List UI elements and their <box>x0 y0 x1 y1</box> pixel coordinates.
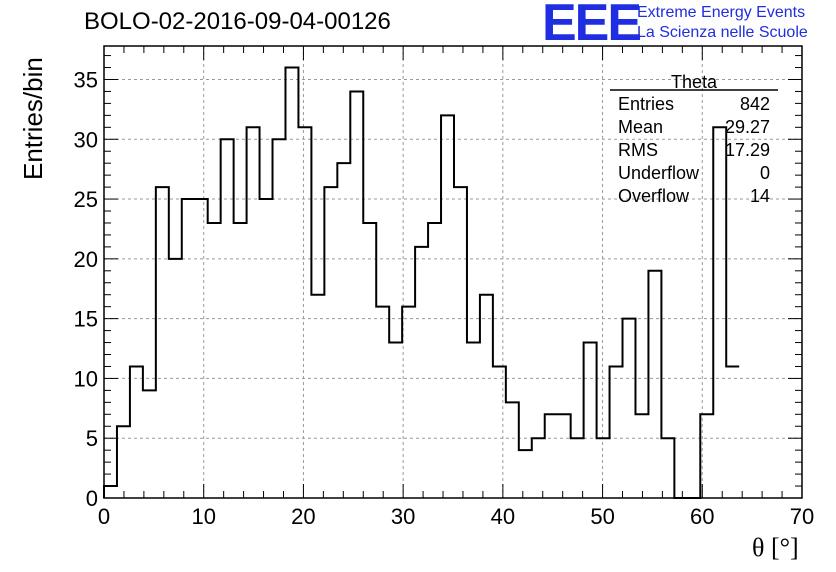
stats-row-label: Underflow <box>618 163 700 183</box>
x-tick-label: 50 <box>590 504 614 529</box>
x-axis-label: θ [°] <box>752 533 799 562</box>
x-tick-label: 60 <box>690 504 714 529</box>
y-tick-label: 10 <box>74 366 98 391</box>
stats-title: Theta <box>671 72 718 92</box>
x-tick-label: 10 <box>191 504 215 529</box>
stats-row-value: 17.29 <box>725 140 770 160</box>
y-tick-label: 20 <box>74 247 98 272</box>
stats-row-label: Overflow <box>618 186 690 206</box>
stats-row-value: 29.27 <box>725 117 770 137</box>
stats-row-value: 14 <box>750 186 770 206</box>
stats-row-label: Entries <box>618 94 674 114</box>
x-tick-label: 70 <box>790 504 814 529</box>
y-tick-label: 5 <box>86 426 98 451</box>
stats-row-value: 0 <box>760 163 770 183</box>
y-tick-label: 15 <box>74 307 98 332</box>
logo-subtitle-line2: La Scienza nelle Scuole <box>637 24 808 41</box>
y-tick-label: 0 <box>86 486 98 511</box>
plot-frame <box>103 45 803 499</box>
x-tick-label: 40 <box>491 504 515 529</box>
x-tick-label: 20 <box>291 504 315 529</box>
chart-title: BOLO-02-2016-09-04-00126 <box>84 8 391 35</box>
stats-row-label: RMS <box>618 140 658 160</box>
histogram-series-line <box>103 66 740 499</box>
stats-row-label: Mean <box>618 117 663 137</box>
logo-subtitle-line1: Extreme Energy Events <box>637 4 806 21</box>
eee-logo: EEE <box>542 0 642 52</box>
stats-row-value: 842 <box>740 94 770 114</box>
y-tick-label: 25 <box>74 187 98 212</box>
y-tick-label: 35 <box>74 67 98 92</box>
y-tick-label: 30 <box>74 127 98 152</box>
x-tick-label: 30 <box>391 504 415 529</box>
x-tick-label: 0 <box>98 504 110 529</box>
